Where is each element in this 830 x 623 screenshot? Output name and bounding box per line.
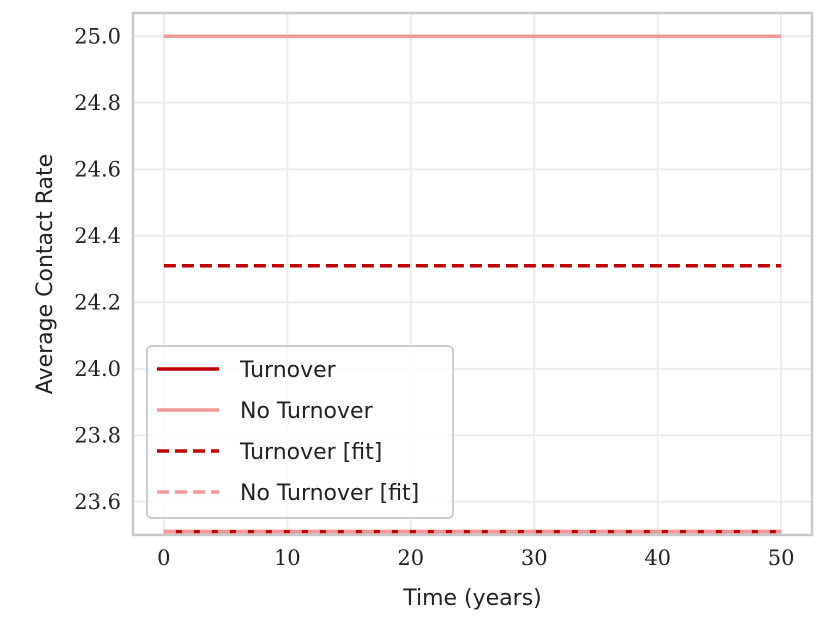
y-tick-label: 24.4 — [74, 224, 121, 248]
legend-label: Turnover — [239, 358, 337, 383]
legend-label: Turnover [fit] — [239, 440, 382, 465]
x-tick-label: 10 — [274, 546, 301, 570]
y-axis-label: Average Contact Rate — [33, 154, 58, 394]
series-layer — [163, 34, 782, 534]
x-tick-label: 0 — [157, 546, 170, 570]
y-tick-label: 25.0 — [74, 24, 121, 48]
legend-label: No Turnover — [240, 399, 374, 424]
x-tick-label: 40 — [644, 546, 671, 570]
y-tick-label: 24.2 — [74, 290, 121, 314]
legend-label: No Turnover [fit] — [240, 481, 419, 506]
x-axis-ticks: 0 10 20 30 40 50 — [157, 546, 794, 570]
y-tick-label: 24.8 — [74, 91, 121, 115]
x-axis-label: Time (years) — [402, 586, 542, 611]
y-tick-label: 24.6 — [74, 157, 121, 181]
y-axis-ticks: 23.6 23.8 24.0 24.2 24.4 24.6 24.8 25.0 — [74, 24, 121, 513]
y-tick-label: 23.8 — [74, 423, 121, 447]
legend-box — [146, 345, 454, 519]
plot-frame — [131, 11, 814, 537]
x-tick-label: 20 — [397, 546, 424, 570]
legend: Turnover No Turnover Turnover [fit] No Turn… — [146, 345, 454, 519]
x-tick-label: 30 — [521, 546, 548, 570]
x-tick-label: 50 — [768, 546, 795, 570]
y-tick-label: 24.0 — [74, 357, 121, 381]
y-tick-label: 23.6 — [74, 490, 121, 514]
